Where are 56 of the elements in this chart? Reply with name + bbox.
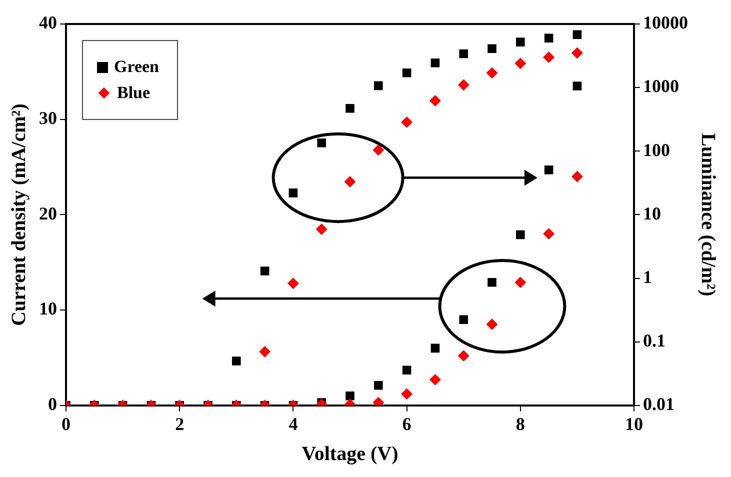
point (346, 104, 354, 113)
x-tick-label: 4 (288, 414, 298, 434)
y2-axis-title: Luminance (cd/m²) (696, 133, 719, 296)
point (288, 278, 299, 289)
x-axis-title: Voltage (V) (302, 443, 398, 466)
point (430, 95, 441, 106)
point (317, 138, 326, 148)
y-tick-label: 40 (39, 12, 57, 33)
point (374, 81, 383, 90)
legend-label: Green (114, 57, 160, 77)
point (572, 30, 582, 40)
x-tick-label: 8 (516, 414, 525, 434)
y2-tick-label: 1000 (643, 76, 679, 96)
point (514, 276, 526, 288)
point (458, 79, 470, 90)
legend-label: Blue (117, 83, 150, 103)
point (572, 47, 583, 58)
point (486, 318, 498, 330)
y2-tick-label: 100 (643, 140, 670, 160)
x-tick-label: 10 (625, 414, 643, 434)
x-tick-label: 6 (402, 414, 412, 434)
x-tick-label: 2 (175, 414, 184, 434)
point (401, 116, 412, 128)
point (430, 58, 440, 68)
y2-tick-label: 10 (643, 203, 661, 224)
y2-tick-label: 10000 (643, 12, 688, 33)
point (232, 356, 241, 366)
point (344, 176, 356, 188)
y-axis-title: Current density (mA/cm²) (8, 104, 30, 326)
point (486, 67, 498, 78)
point (459, 315, 468, 324)
y-tick-label: 10 (39, 298, 57, 319)
point (459, 49, 468, 58)
point (402, 68, 412, 78)
point (259, 346, 270, 358)
point (543, 228, 554, 240)
y-tick-label: 30 (39, 108, 57, 128)
point (516, 38, 525, 46)
point (288, 188, 298, 198)
y2-tick-label: 0.01 (643, 394, 674, 414)
point (572, 171, 583, 182)
point (372, 144, 384, 156)
point (488, 44, 496, 54)
point (544, 165, 554, 174)
y-tick-label: 20 (39, 203, 57, 224)
y2-tick-label: 0.1 (643, 330, 666, 350)
x-tick-label: 0 (62, 414, 70, 434)
point (260, 266, 270, 276)
point (316, 224, 328, 235)
point (514, 58, 526, 69)
y2-tick-label: 1 (643, 266, 652, 287)
y-tick-label: 0 (48, 394, 57, 414)
point (516, 230, 525, 240)
point (543, 52, 554, 63)
point (544, 34, 554, 42)
point (488, 278, 496, 287)
